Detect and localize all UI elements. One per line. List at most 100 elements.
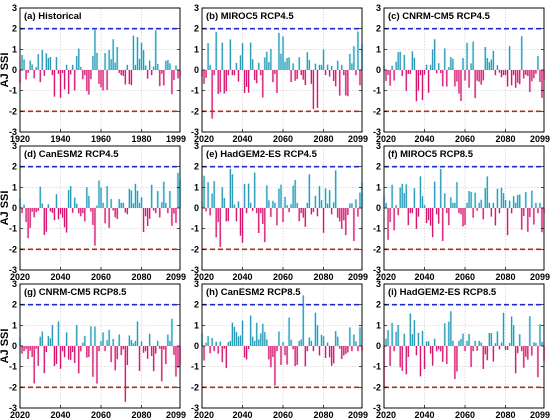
bar-2024 bbox=[209, 346, 211, 354]
bar-2086 bbox=[335, 70, 337, 87]
bar-2095 bbox=[171, 318, 173, 346]
bar-1971 bbox=[122, 70, 124, 76]
y-tick-label: 1 bbox=[12, 182, 17, 192]
bar-2037 bbox=[417, 208, 420, 217]
bar-2049 bbox=[260, 70, 262, 76]
bar-2027 bbox=[33, 208, 35, 218]
bar-2028 bbox=[399, 187, 401, 208]
bar-1938 bbox=[55, 57, 58, 70]
bar-2076 bbox=[496, 331, 499, 346]
bar-2037 bbox=[235, 62, 238, 70]
bar-2082 bbox=[508, 200, 511, 208]
bar-2070 bbox=[484, 47, 486, 70]
bar-2026 bbox=[31, 208, 33, 212]
bar-2079 bbox=[320, 64, 323, 70]
bar-1941 bbox=[61, 70, 64, 74]
bar-2070 bbox=[484, 187, 486, 208]
bar-1968 bbox=[116, 47, 118, 70]
bar-2043 bbox=[65, 332, 68, 346]
bar-2060 bbox=[464, 346, 466, 352]
y-tick-label: 1 bbox=[12, 320, 17, 330]
bar-2056 bbox=[92, 346, 94, 377]
bar-2092 bbox=[165, 202, 167, 208]
bar-2072 bbox=[124, 208, 126, 213]
y-tick-label: 3 bbox=[376, 3, 381, 13]
bar-1944 bbox=[68, 70, 70, 94]
bar-2055 bbox=[454, 202, 456, 208]
bar-2035 bbox=[231, 174, 234, 208]
bar-2028 bbox=[217, 346, 219, 354]
x-tick-label: 2020 bbox=[194, 410, 214, 420]
bar-2082 bbox=[326, 342, 329, 346]
bar-2062 bbox=[468, 70, 470, 88]
bar-2091 bbox=[527, 70, 529, 76]
bar-2090 bbox=[343, 70, 345, 76]
bar-2031 bbox=[41, 203, 43, 208]
bar-1940 bbox=[59, 70, 62, 98]
bar-1983 bbox=[146, 70, 149, 79]
bar-2034 bbox=[411, 51, 413, 70]
x-tick-label: 2099 bbox=[348, 272, 368, 282]
bar-2082 bbox=[326, 203, 329, 208]
bar-2050 bbox=[444, 48, 446, 70]
y-tick-label: -1 bbox=[191, 362, 199, 372]
bar-2068 bbox=[480, 342, 482, 346]
bar-2022 bbox=[205, 70, 207, 78]
bar-2088 bbox=[521, 346, 523, 352]
bar-2063 bbox=[106, 186, 108, 208]
bar-2031 bbox=[41, 331, 43, 346]
bar-2047 bbox=[438, 208, 440, 224]
bar-2051 bbox=[446, 70, 448, 87]
y-tick-label: -2 bbox=[191, 244, 199, 254]
bar-2055 bbox=[454, 346, 456, 380]
bar-2081 bbox=[142, 346, 145, 353]
y-tick-label: 1 bbox=[12, 44, 17, 54]
y-tick-label: -1 bbox=[191, 86, 199, 96]
bar-2097 bbox=[175, 208, 177, 223]
bar-2037 bbox=[235, 208, 238, 222]
bar-2098 bbox=[177, 346, 179, 368]
bar-2073 bbox=[308, 337, 310, 346]
bar-2053 bbox=[86, 187, 88, 208]
bar-2071 bbox=[122, 346, 124, 350]
bar-2056 bbox=[92, 208, 94, 225]
bar-2059 bbox=[280, 184, 282, 208]
bar-2057 bbox=[276, 346, 278, 352]
bar-2040 bbox=[423, 70, 426, 75]
bar-2085 bbox=[515, 346, 517, 374]
y-tick-label: -1 bbox=[9, 86, 17, 96]
bar-2091 bbox=[163, 346, 165, 350]
bar-1962 bbox=[104, 53, 106, 70]
bar-2046 bbox=[72, 208, 74, 213]
bar-2039 bbox=[57, 208, 60, 220]
bar-2071 bbox=[122, 202, 124, 208]
bar-2078 bbox=[136, 321, 139, 346]
bar-2034 bbox=[229, 168, 231, 208]
bar-2079 bbox=[138, 346, 141, 372]
bar-2092 bbox=[529, 208, 531, 218]
bar-2073 bbox=[308, 60, 310, 70]
y-tick-label: 3 bbox=[194, 141, 199, 151]
bar-2053 bbox=[268, 62, 270, 70]
bar-2035 bbox=[49, 208, 52, 212]
bar-2052 bbox=[84, 208, 86, 222]
bar-2030 bbox=[403, 333, 405, 346]
y-tick-label: -1 bbox=[9, 362, 17, 372]
bar-2057 bbox=[276, 208, 278, 226]
x-tick-label: 2020 bbox=[194, 272, 214, 282]
bar-2065 bbox=[110, 346, 112, 363]
bar-2047 bbox=[256, 70, 258, 84]
panel-title: (g) CNRM-CM5 RCP8.5 bbox=[24, 287, 127, 298]
panel-title: (h) CanESM2 RCP8.5 bbox=[206, 287, 301, 298]
bar-2025 bbox=[29, 346, 31, 351]
bar-2046 bbox=[254, 70, 256, 81]
y-tick-label: 1 bbox=[376, 320, 381, 330]
bar-2097 bbox=[357, 346, 359, 352]
x-tick-label: 2020 bbox=[376, 134, 396, 144]
panel-d: -3 -2 -1 0 1 2 3 2020 2040 2060 2080 2099 (d) CanESM… bbox=[9, 141, 186, 282]
bar-1929 bbox=[37, 54, 39, 70]
bar-2071 bbox=[304, 346, 306, 367]
panel-title: (i) HadGEM2-ES RCP8.5 bbox=[388, 287, 497, 298]
bar-2097 bbox=[175, 346, 177, 377]
bar-2052 bbox=[84, 336, 86, 346]
